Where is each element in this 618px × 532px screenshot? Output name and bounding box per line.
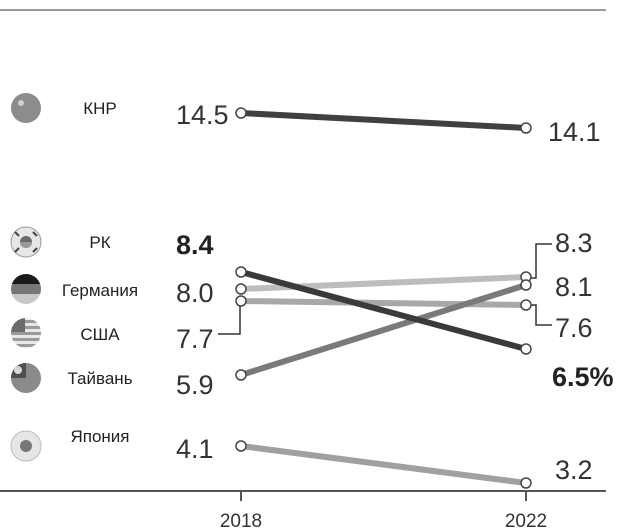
value-taiwan-2022: 8.1	[555, 272, 593, 302]
label-china: КНР	[83, 99, 117, 118]
value-japan-2022: 3.2	[555, 455, 593, 485]
point-japan-2018	[235, 440, 247, 452]
label-korea: РК	[89, 233, 110, 252]
value-china-2018: 14.5	[176, 100, 229, 130]
value-germany-2018: 8.0	[176, 278, 214, 308]
germany-flag-icon	[11, 274, 41, 304]
point-germany-2018	[235, 283, 247, 295]
japan-flag-icon	[10, 430, 42, 462]
point-usa-2022	[520, 299, 532, 311]
value-china-2022: 14.1	[548, 117, 601, 147]
series-marks	[235, 107, 532, 489]
value-korea-2018: 8.4	[176, 230, 214, 260]
leader-usa-2018	[218, 300, 241, 335]
label-usa: США	[80, 325, 120, 344]
series-line-korea	[238, 269, 529, 352]
value-usa-2018: 7.7	[176, 324, 214, 354]
china-flag-icon	[11, 93, 41, 123]
label-japan: Япония	[70, 427, 129, 446]
label-taiwan: Тайвань	[67, 369, 132, 388]
taiwan-flag-icon	[11, 363, 41, 393]
point-korea-2022	[520, 343, 532, 355]
value-usa-2022: 7.6	[555, 313, 593, 343]
point-taiwan-2018	[235, 369, 247, 381]
point-taiwan-2022	[520, 279, 532, 291]
series-line-china	[238, 110, 529, 131]
point-china-2022	[520, 122, 532, 134]
label-germany: Германия	[62, 281, 138, 300]
series-line-japan	[238, 443, 529, 486]
series-line-usa	[238, 298, 529, 308]
x-tick-label-2022: 2022	[505, 511, 547, 532]
point-china-2018	[235, 107, 247, 119]
value-korea-2022: 6.5%	[552, 362, 614, 392]
value-japan-2018: 4.1	[176, 434, 214, 464]
korea-flag-icon	[10, 226, 42, 258]
series-line-taiwan	[238, 282, 529, 378]
point-usa-2018	[235, 295, 247, 307]
value-taiwan-2018: 5.9	[176, 370, 214, 400]
x-tick-label-2018: 2018	[220, 511, 262, 532]
point-korea-2018	[235, 266, 247, 278]
value-germany-2022: 8.3	[555, 228, 593, 258]
usa-flag-icon	[11, 318, 41, 348]
point-japan-2022	[520, 477, 532, 489]
